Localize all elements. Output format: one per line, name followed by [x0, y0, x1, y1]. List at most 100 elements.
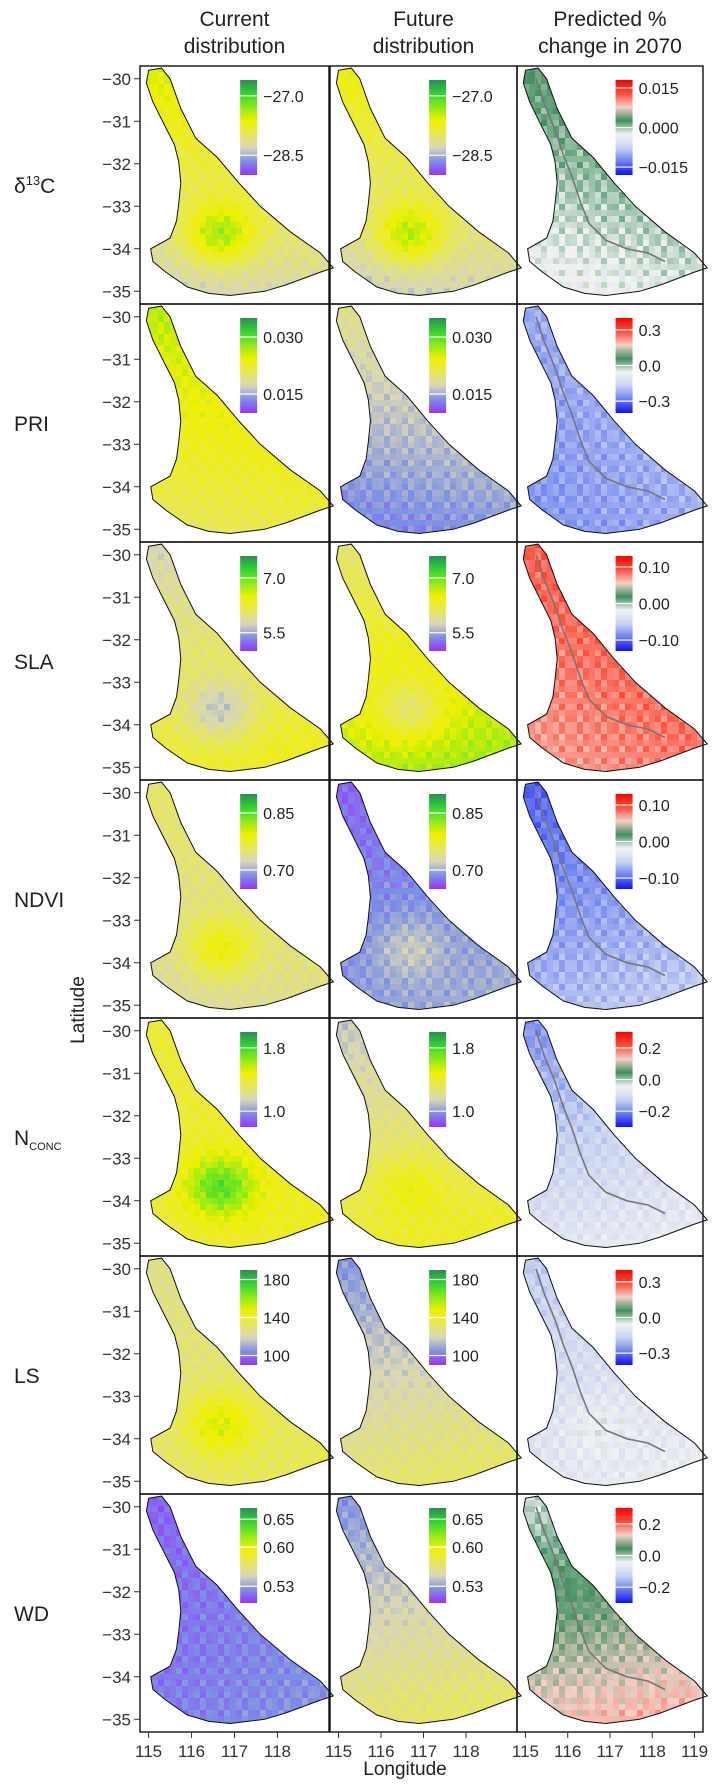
colorbar-label: 1.0 [452, 1104, 474, 1121]
y-tick-label: −34 [102, 1430, 131, 1449]
colorbar-label: 0.0 [639, 1073, 661, 1090]
region-outline [335, 781, 523, 1011]
y-tick-label: −31 [102, 1540, 131, 1559]
raster-1-current [146, 306, 333, 534]
colorbar-label: 0.015 [263, 387, 303, 404]
y-tick-label: −32 [102, 1583, 131, 1602]
y-tick-label: −30 [102, 308, 131, 327]
column-title-0-line-0: Current [199, 8, 269, 31]
raster-2-change [523, 544, 704, 772]
colorbar-label: 0.0 [639, 1311, 661, 1328]
y-tick-label: −30 [102, 1498, 131, 1517]
raster-4-change [523, 1020, 704, 1248]
colorbar-label: 0.3 [639, 1275, 661, 1292]
y-tick-label: −33 [102, 435, 131, 454]
region-outline [522, 305, 709, 535]
colorbar-label: −0.015 [639, 160, 688, 177]
region-outline [145, 1257, 335, 1487]
y-tick-label: −35 [102, 758, 131, 777]
map-panel-5-future: 180 140 100 [329, 1255, 523, 1495]
colorbar-label: −27.0 [263, 89, 304, 106]
colorbar-2-future [429, 556, 447, 651]
colorbar-label: 0.00 [639, 835, 670, 852]
raster-0-change [523, 68, 704, 296]
y-tick-label: −34 [102, 478, 131, 497]
colorbar-label: 0.000 [639, 121, 679, 138]
column-title-1-line-0: Future [393, 8, 454, 31]
colorbar-label: 0.030 [263, 330, 303, 347]
region-outline [522, 1019, 709, 1249]
map-panel-5-current: 180 140 100 [139, 1255, 335, 1495]
colorbar-6-current [240, 1508, 258, 1603]
region-outline [522, 67, 709, 297]
region-outline [145, 1019, 335, 1249]
colorbar-label: −0.2 [639, 1104, 671, 1121]
boundary-contour [535, 78, 666, 263]
row-label-2: SLA [14, 651, 54, 674]
y-tick-label: −31 [102, 1064, 131, 1083]
map-panel-2-change: 0.10 0.00 −0.10 [516, 541, 709, 781]
colorbar-label: −28.5 [263, 148, 304, 165]
y-tick-label: −34 [102, 716, 131, 735]
colorbar-label: −28.5 [452, 148, 493, 165]
row-label-4: NCONC [14, 1127, 62, 1153]
region-outline [335, 1257, 523, 1487]
colorbar-label: 100 [452, 1349, 479, 1366]
map-panel-3-future: 0.85 0.70 [329, 779, 523, 1019]
region-outline [335, 543, 523, 773]
region-outline [522, 1257, 709, 1487]
y-tick-label: −30 [102, 70, 131, 89]
y-tick-label: −33 [102, 673, 131, 692]
colorbar-1-future [429, 318, 447, 413]
map-panel-4-current: 1.8 1.0 [139, 1017, 335, 1257]
colorbar-label: 0.65 [452, 1512, 483, 1529]
region-outline [522, 1495, 709, 1725]
y-axis-label: Latitude [68, 976, 89, 1044]
y-tick-label: −31 [102, 588, 131, 607]
colorbar-2-current [240, 556, 258, 651]
raster-3-future [336, 782, 522, 1010]
x-tick-label: 116 [178, 1742, 205, 1761]
row-label-0: δ13C [14, 173, 55, 198]
colorbar-label: 5.5 [452, 626, 474, 643]
region-outline [335, 67, 523, 297]
panel-grid: −27.0 −28.5 −27.0 −28.5 0.015 0.000 −0.015 0.03… [139, 65, 709, 1733]
colorbar-label: −27.0 [452, 89, 493, 106]
map-panel-2-future: 7.0 5.5 [329, 541, 523, 781]
region-outline [335, 305, 523, 535]
column-title-2-line-1: change in 2070 [538, 35, 682, 58]
colorbar-label: 180 [263, 1273, 290, 1290]
colorbar-label: 0.015 [452, 387, 492, 404]
y-tick-label: −35 [102, 1472, 131, 1491]
column-title-0-line-1: distribution [184, 35, 286, 58]
y-tick-label: −30 [102, 1022, 131, 1041]
map-panel-1-change: 0.3 0.0 −0.3 [516, 303, 709, 543]
y-tick-label: −30 [102, 546, 131, 565]
x-tick-label: 116 [554, 1742, 581, 1761]
x-axis-label: Longitude [363, 1759, 446, 1780]
boundary-contour [535, 1506, 666, 1691]
longitude-axis: 115 116 117 118 115 116 117 118 115 116 117 118 119 [135, 1732, 708, 1761]
latitude-axis: −30 −31 −32 −33 −34 −35 −30 −31 −32 −33 −34 −35 −30 −… [102, 70, 140, 1729]
region-outline [145, 543, 335, 773]
y-tick-label: −33 [102, 911, 131, 930]
colorbar-label: 1.0 [263, 1104, 285, 1121]
colorbar-label: 5.5 [263, 626, 285, 643]
y-tick-label: −32 [102, 393, 131, 412]
raster-0-future [336, 68, 522, 296]
colorbar-label: 0.65 [263, 1512, 294, 1529]
colorbar-label: 0.3 [639, 323, 661, 340]
colorbar-label: 0.85 [452, 806, 483, 823]
y-tick-label: −31 [102, 826, 131, 845]
map-panel-0-change: 0.015 0.000 −0.015 [516, 65, 709, 305]
x-tick-label: 119 [681, 1742, 708, 1761]
raster-3-current [146, 782, 333, 1010]
colorbar-0-future [429, 80, 447, 175]
y-tick-label: −33 [102, 1387, 131, 1406]
colorbar-label: 0.60 [452, 1540, 483, 1557]
row-label-3: NDVI [14, 889, 64, 912]
row-labels: δ13C PRI SLA NDVI NCONC LS WD [14, 173, 64, 1626]
colorbar-label: 0.2 [639, 1517, 661, 1534]
region-outline [145, 67, 335, 297]
